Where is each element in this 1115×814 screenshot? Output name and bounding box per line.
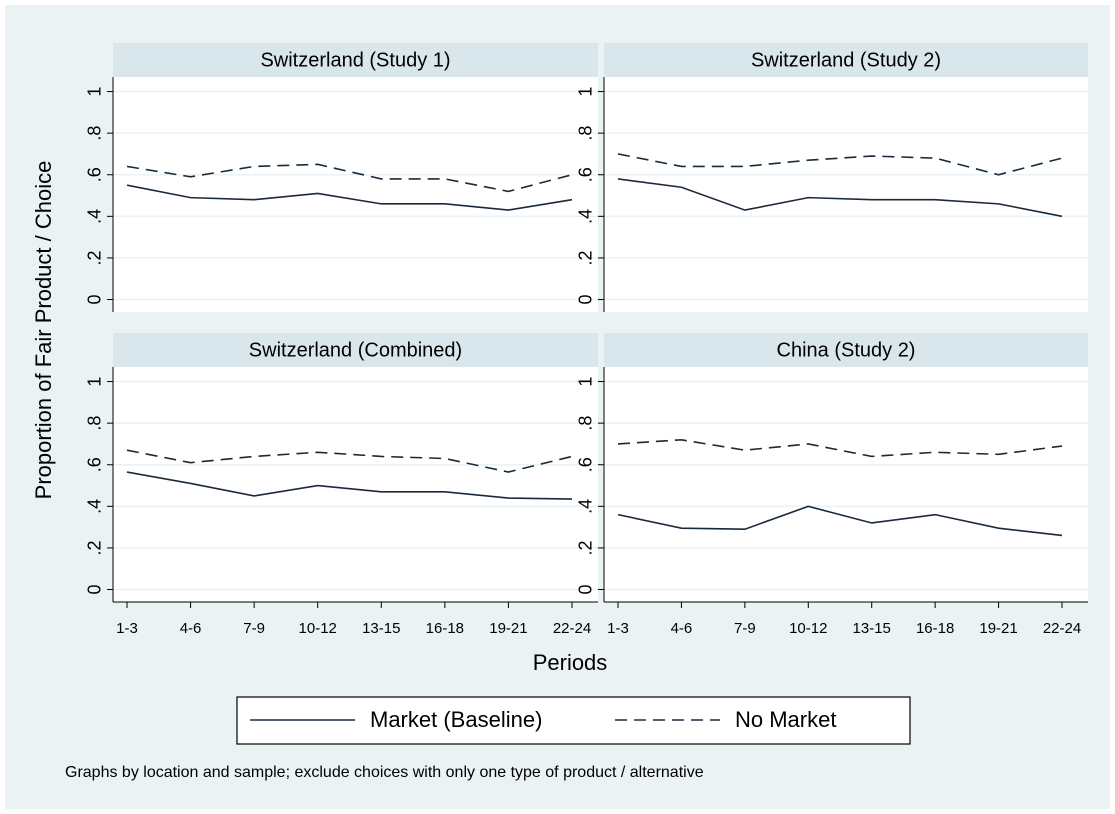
y-tick-label: .6	[85, 167, 105, 182]
y-tick-label: .2	[576, 250, 596, 265]
y-tick-label: .8	[85, 126, 105, 141]
x-tick-label: 16-18	[426, 620, 464, 637]
plot-area	[604, 367, 1088, 602]
y-tick-label: .6	[576, 457, 596, 472]
panel-header	[604, 333, 1088, 367]
x-tick-label: 22-24	[1043, 620, 1081, 637]
series-line	[617, 178, 1063, 218]
y-axis-label: Proportion of Fair Product / Choice	[31, 161, 56, 500]
y-tick-label: 1	[85, 87, 105, 97]
series-line	[126, 471, 573, 500]
x-tick-label: 7-9	[243, 620, 265, 637]
note: Graphs by location and sample; exclude c…	[65, 764, 704, 781]
plot-area	[113, 367, 598, 602]
y-tick-label: 0	[576, 295, 596, 305]
x-tick-label: 22-24	[553, 620, 591, 637]
x-tick-label: 4-6	[180, 620, 202, 637]
series-line	[617, 505, 1063, 537]
x-tick-label: 19-21	[489, 620, 527, 637]
y-tick-label: 0	[85, 295, 105, 305]
series-line	[126, 184, 573, 211]
y-tick-label: .8	[576, 416, 596, 431]
panel-title: Switzerland (Study 1)	[260, 49, 450, 71]
series-line	[617, 438, 1063, 458]
y-tick-label: .2	[576, 540, 596, 555]
y-tick-label: 1	[576, 377, 596, 387]
x-tick-label: 1-3	[607, 620, 629, 637]
x-tick-label: 16-18	[916, 620, 954, 637]
y-tick-label: .8	[576, 126, 596, 141]
plot-area	[113, 77, 598, 312]
plot-area	[604, 77, 1088, 312]
panel-title: Switzerland (Combined)	[249, 339, 462, 361]
y-tick-label: .4	[85, 499, 105, 514]
panel-header	[113, 333, 598, 367]
y-tick-label: .4	[576, 209, 596, 224]
y-tick-label: 1	[576, 87, 596, 97]
legend-label: Market (Baseline)	[370, 707, 542, 732]
y-tick-label: 1	[85, 377, 105, 387]
x-tick-label: 10-12	[299, 620, 337, 637]
y-tick-label: .6	[85, 457, 105, 472]
x-tick-label: 13-15	[853, 620, 891, 637]
x-tick-label: 1-3	[116, 620, 138, 637]
y-tick-label: .8	[85, 416, 105, 431]
x-axis-label: Periods	[533, 650, 608, 675]
y-tick-label: .6	[576, 167, 596, 182]
y-tick-label: .2	[85, 540, 105, 555]
y-tick-label: .2	[85, 250, 105, 265]
y-tick-label: 0	[576, 585, 596, 595]
y-tick-label: 0	[85, 585, 105, 595]
panel-header	[113, 43, 598, 77]
y-tick-label: .4	[85, 209, 105, 224]
y-tick-label: .4	[576, 499, 596, 514]
panel-title: China (Study 2)	[777, 339, 916, 361]
panel-header	[604, 43, 1088, 77]
x-tick-label: 13-15	[362, 620, 400, 637]
legend-label: No Market	[735, 707, 836, 732]
x-tick-label: 10-12	[789, 620, 827, 637]
x-tick-label: 19-21	[979, 620, 1017, 637]
x-tick-label: 4-6	[671, 620, 693, 637]
x-tick-label: 7-9	[734, 620, 756, 637]
panel-title: Switzerland (Study 2)	[751, 49, 941, 71]
